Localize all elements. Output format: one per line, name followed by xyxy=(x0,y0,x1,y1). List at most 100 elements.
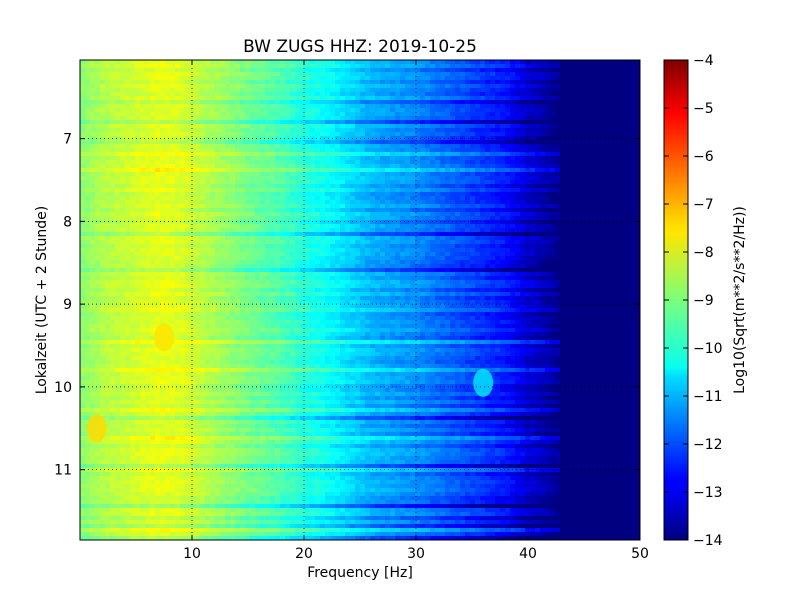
spectrogram-cell xyxy=(535,112,541,117)
spectrogram-cell xyxy=(485,192,491,197)
spectrogram-cell xyxy=(535,148,541,153)
spectrogram-cell xyxy=(380,176,386,181)
spectrogram-cell xyxy=(530,224,536,229)
spectrogram-cell xyxy=(105,72,111,77)
spectrogram-cell xyxy=(115,208,121,213)
spectrogram-cell xyxy=(410,100,416,105)
spectrogram-cell xyxy=(160,220,166,225)
spectrogram-cell xyxy=(215,124,221,129)
spectrogram-cell xyxy=(130,144,136,149)
spectrogram-cell xyxy=(130,232,136,237)
spectrogram-cell xyxy=(495,164,501,169)
spectrogram-cell xyxy=(565,156,571,161)
spectrogram-cell xyxy=(105,136,111,141)
spectrogram-cell xyxy=(395,216,401,221)
spectrogram-cell xyxy=(600,228,606,233)
spectrogram-cell xyxy=(205,72,211,77)
spectrogram-cell xyxy=(180,204,186,209)
spectrogram-cell xyxy=(290,100,296,105)
spectrogram-cell xyxy=(555,80,561,85)
spectrogram-cell xyxy=(410,192,416,197)
spectrogram-cell xyxy=(315,128,321,133)
spectrogram-cell xyxy=(430,168,436,173)
spectrogram-cell xyxy=(380,80,386,85)
spectrogram-cell xyxy=(100,108,106,113)
spectrogram-cell xyxy=(560,184,566,189)
spectrogram-cell xyxy=(505,140,511,145)
spectrogram-cell xyxy=(130,208,136,213)
spectrogram-cell xyxy=(290,204,296,209)
spectrogram-cell xyxy=(355,196,361,201)
spectrogram-cell xyxy=(405,88,411,93)
spectrogram-cell xyxy=(305,96,311,101)
spectrogram-cell xyxy=(210,224,216,229)
spectrogram-cell xyxy=(160,116,166,121)
spectrogram-cell xyxy=(160,100,166,105)
spectrogram-cell xyxy=(400,152,406,157)
spectrogram-cell xyxy=(165,212,171,217)
spectrogram-cell xyxy=(330,216,336,221)
spectrogram-cell xyxy=(445,124,451,129)
spectrogram-cell xyxy=(85,192,91,197)
spectrogram-cell xyxy=(630,220,636,225)
spectrogram-cell xyxy=(610,232,616,237)
spectrogram-cell xyxy=(195,64,201,69)
spectrogram-cell xyxy=(255,164,261,169)
spectrogram-cell xyxy=(485,84,491,89)
spectrogram-cell xyxy=(210,204,216,209)
spectrogram-cell xyxy=(285,168,291,173)
spectrogram-cell xyxy=(270,208,276,213)
spectrogram-cell xyxy=(200,72,206,77)
spectrogram-cell xyxy=(170,228,176,233)
spectrogram-cell xyxy=(485,64,491,69)
spectrogram-cell xyxy=(395,76,401,81)
spectrogram-cell xyxy=(195,204,201,209)
spectrogram-cell xyxy=(590,180,596,185)
spectrogram-cell xyxy=(385,60,391,65)
spectrogram-cell xyxy=(475,136,481,141)
spectrogram-cell xyxy=(145,168,151,173)
spectrogram-cell xyxy=(275,96,281,101)
spectrogram-cell xyxy=(375,140,381,145)
spectrogram-cell xyxy=(350,184,356,189)
spectrogram-cell xyxy=(565,128,571,133)
spectrogram-cell xyxy=(145,84,151,89)
spectrogram-cell xyxy=(580,208,586,213)
spectrogram-cell xyxy=(400,60,406,65)
spectrogram-cell xyxy=(610,128,616,133)
spectrogram-cell xyxy=(395,168,401,173)
spectrogram-cell xyxy=(205,176,211,181)
spectrogram-cell xyxy=(450,172,456,177)
spectrogram-cell xyxy=(220,196,226,201)
spectrogram-cell xyxy=(220,144,226,149)
spectrogram-cell xyxy=(110,140,116,145)
spectrogram-cell xyxy=(285,180,291,185)
spectrogram-cell xyxy=(625,176,631,181)
spectrogram-cell xyxy=(175,160,181,165)
spectrogram-cell xyxy=(565,96,571,101)
spectrogram-cell xyxy=(250,60,256,65)
spectrogram-cell xyxy=(420,184,426,189)
spectrogram-cell xyxy=(540,64,546,69)
spectrogram-cell xyxy=(150,72,156,77)
spectrogram-cell xyxy=(600,96,606,101)
spectrogram-cell xyxy=(260,224,266,229)
spectrogram-cell xyxy=(405,64,411,69)
spectrogram-cell xyxy=(530,204,536,209)
spectrogram-cell xyxy=(115,152,121,157)
spectrogram-cell xyxy=(120,184,126,189)
spectrogram-cell xyxy=(520,112,526,117)
spectrogram-cell xyxy=(85,120,91,125)
spectrogram-cell xyxy=(465,156,471,161)
spectrogram-cell xyxy=(460,124,466,129)
spectrogram-cell xyxy=(475,76,481,81)
spectrogram-cell xyxy=(265,208,271,213)
spectrogram-cell xyxy=(480,200,486,205)
spectrogram-cell xyxy=(275,116,281,121)
spectrogram-cell xyxy=(535,92,541,97)
spectrogram-cell xyxy=(510,92,516,97)
spectrogram-cell xyxy=(630,176,636,181)
spectrogram-cell xyxy=(520,224,526,229)
spectrogram-cell xyxy=(85,172,91,177)
spectrogram-cell xyxy=(295,208,301,213)
